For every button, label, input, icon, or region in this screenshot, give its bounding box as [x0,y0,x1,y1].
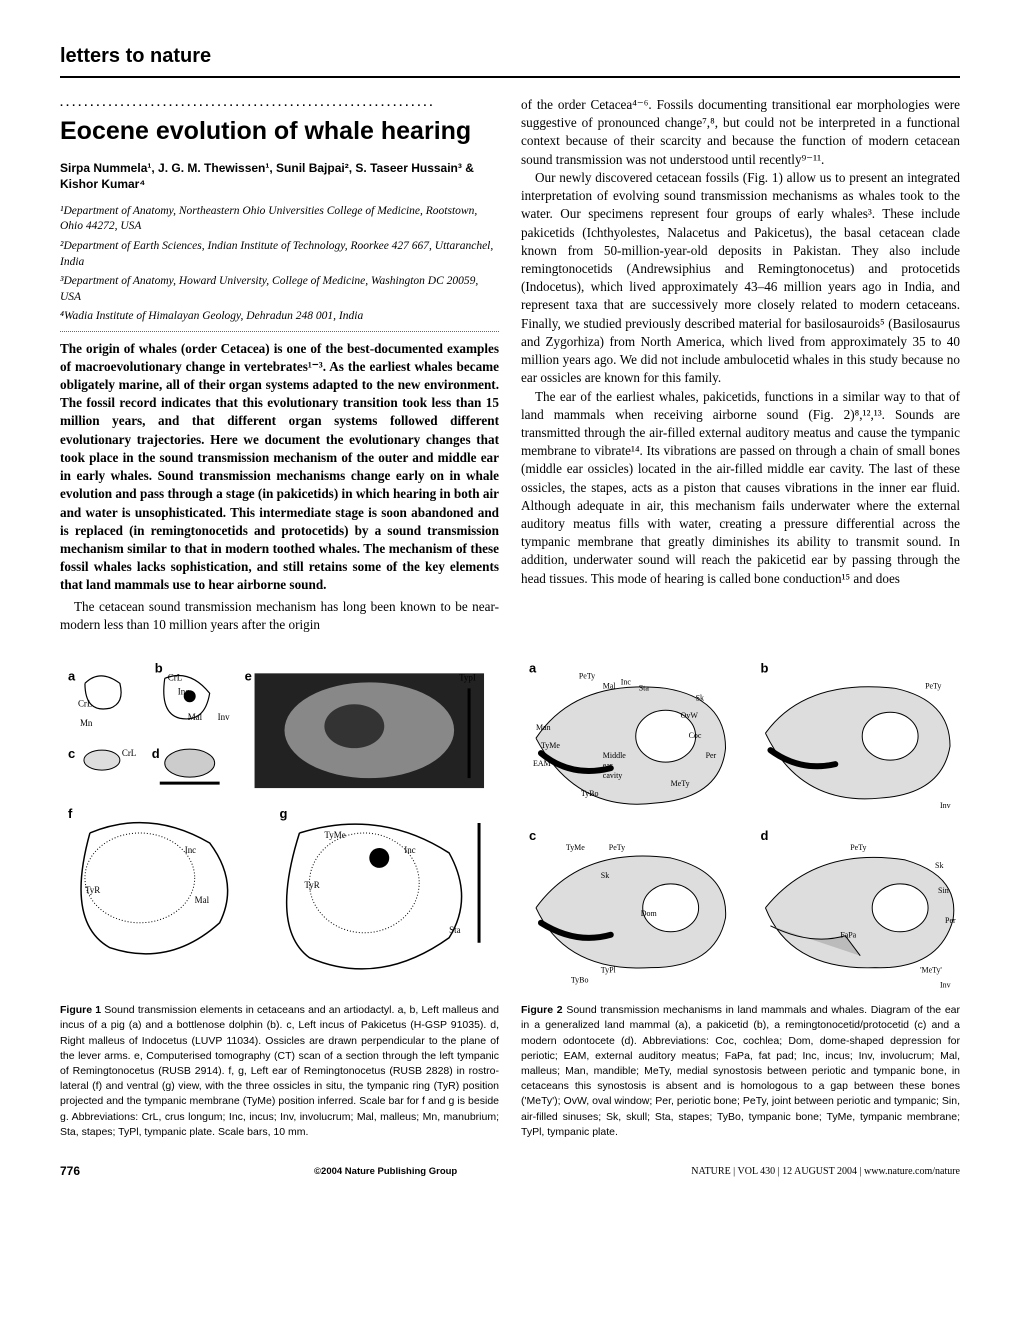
svg-text:Inc: Inc [621,677,632,686]
svg-text:PeTy: PeTy [609,843,625,852]
svg-text:Inv: Inv [940,801,951,810]
citation: NATURE | VOL 430 | 12 AUGUST 2004 | www.… [691,1166,960,1177]
svg-text:Sk: Sk [601,871,609,880]
svg-text:a: a [529,660,537,675]
svg-text:Sk: Sk [696,693,704,702]
svg-text:CrL: CrL [78,698,92,708]
svg-text:Mal: Mal [188,712,203,722]
svg-text:Sta: Sta [449,925,460,935]
body-para-r3: The ear of the earliest whales, pakiceti… [521,388,960,588]
svg-text:FaPa: FaPa [840,931,856,940]
dotted-rule: ........................................… [60,96,499,111]
svg-text:Mal: Mal [195,895,210,905]
svg-text:a: a [68,668,76,683]
svg-text:TyBo: TyBo [581,789,599,798]
left-column: ........................................… [60,96,499,634]
svg-text:CrL: CrL [168,672,182,682]
svg-text:Inc: Inc [404,845,415,855]
svg-text:CrL: CrL [122,748,136,758]
body-para-r1: of the order Cetacea⁴⁻⁶. Fossils documen… [521,96,960,169]
article-title: Eocene evolution of whale hearing [60,117,499,146]
svg-text:Inv: Inv [940,981,951,990]
svg-text:Per: Per [706,751,717,760]
svg-text:c: c [68,746,75,761]
svg-text:PeTy: PeTy [579,671,595,680]
authors: Sirpa Nummela¹, J. G. M. Thewissen¹, Sun… [60,160,499,192]
figure-2-svg: a PeTy Mal Inc Sta Sk OvW Coc Per Man Ty… [521,658,960,993]
svg-text:b: b [760,660,768,675]
svg-text:OvW: OvW [681,711,699,720]
svg-text:Man: Man [536,723,551,732]
svg-text:TyMe: TyMe [324,830,345,840]
figure-1-svg: a CrL Mn b CrL Inc Mal Inv c CrL [60,658,499,993]
svg-text:Coc: Coc [689,731,702,740]
svg-text:Dom: Dom [641,909,658,918]
svg-text:Mal: Mal [603,681,617,690]
figure-1-label: Figure 1 [60,1004,101,1016]
svg-text:Inc: Inc [178,686,189,696]
figure-2-caption-text: Sound transmission mechanisms in land ma… [521,1004,960,1138]
svg-text:Middle: Middle [603,751,626,760]
svg-text:EAM: EAM [533,759,551,768]
svg-text:d: d [760,828,768,843]
svg-text:MeTy: MeTy [671,779,690,788]
svg-text:PeTy: PeTy [850,843,866,852]
svg-text:TypI: TypI [459,672,476,682]
header-rule [60,76,960,78]
svg-text:c: c [529,828,536,843]
abstract: The origin of whales (order Cetacea) is … [60,340,499,595]
svg-text:Inc: Inc [185,845,196,855]
svg-text:TyPl: TyPl [601,966,617,975]
svg-text:PeTy: PeTy [925,681,941,690]
svg-text:Per: Per [945,916,956,925]
figure-1-caption-text: Sound transmission elements in cetaceans… [60,1004,499,1138]
figure-2: a PeTy Mal Inc Sta Sk OvW Coc Per Man Ty… [521,658,960,1140]
page-number: 776 [60,1164,80,1178]
figure-2-image: a PeTy Mal Inc Sta Sk OvW Coc Per Man Ty… [521,658,960,993]
affiliation-4: ⁴Wadia Institute of Himalayan Geology, D… [60,309,499,325]
svg-text:Sin: Sin [938,886,949,895]
svg-text:f: f [68,806,73,821]
body-para-r2: Our newly discovered cetacean fossils (F… [521,169,960,388]
svg-text:TyBo: TyBo [571,976,589,985]
figure-1-caption: Figure 1 Sound transmission elements in … [60,1003,499,1140]
svg-text:cavity: cavity [603,771,622,780]
page-footer: 776 ©2004 Nature Publishing Group NATURE… [60,1164,960,1178]
section-header: letters to nature [60,45,960,68]
affiliation-3: ³Department of Anatomy, Howard Universit… [60,274,499,305]
dotted-thin-rule [60,331,499,332]
figures-row: a CrL Mn b CrL Inc Mal Inv c CrL [60,658,960,1140]
svg-text:TyMe: TyMe [541,741,560,750]
figure-1: a CrL Mn b CrL Inc Mal Inv c CrL [60,658,499,1140]
svg-text:ear: ear [603,761,613,770]
svg-text:g: g [280,806,288,821]
svg-text:TyR: TyR [85,885,100,895]
svg-text:Mn: Mn [80,718,93,728]
svg-text:TyR: TyR [304,880,319,890]
svg-text:'MeTy': 'MeTy' [920,966,942,975]
figure-1-image: a CrL Mn b CrL Inc Mal Inv c CrL [60,658,499,993]
copyright: ©2004 Nature Publishing Group [314,1166,457,1177]
svg-text:Sta: Sta [639,683,650,692]
svg-text:Inv: Inv [218,712,230,722]
affiliation-1: ¹Department of Anatomy, Northeastern Ohi… [60,204,499,235]
figure-2-label: Figure 2 [521,1004,563,1016]
svg-text:e: e [245,668,252,683]
two-column-layout: ........................................… [60,96,960,634]
right-column: of the order Cetacea⁴⁻⁶. Fossils documen… [521,96,960,634]
svg-text:Sk: Sk [935,861,943,870]
svg-text:d: d [152,746,160,761]
body-para-left: The cetacean sound transmission mechanis… [60,598,499,634]
affiliation-2: ²Department of Earth Sciences, Indian In… [60,239,499,270]
svg-text:TyMe: TyMe [566,843,585,852]
svg-text:b: b [155,660,163,675]
figure-2-caption: Figure 2 Sound transmission mechanisms i… [521,1003,960,1140]
